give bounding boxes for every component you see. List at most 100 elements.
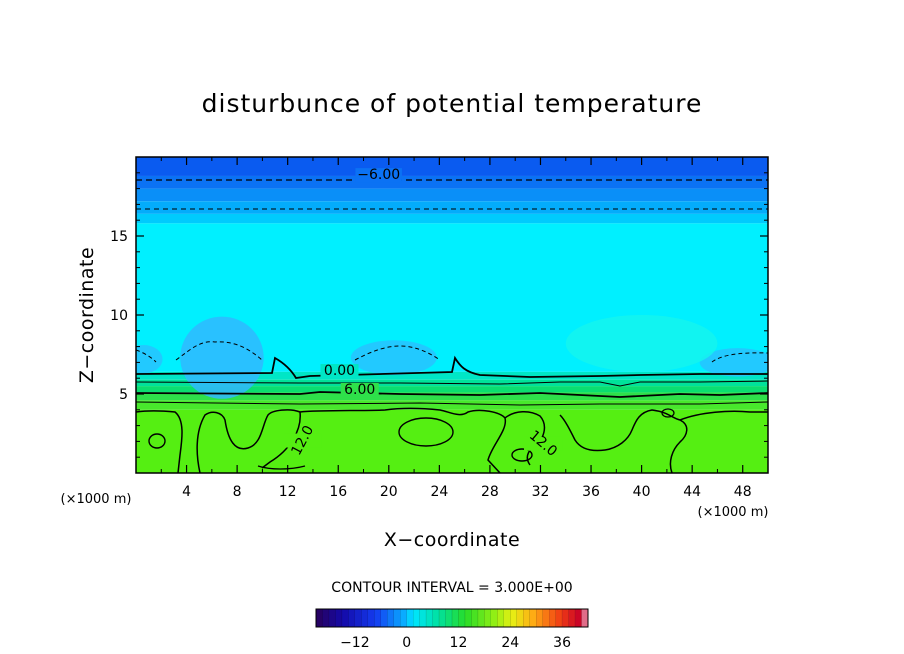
x-unit-right: (×1000 m) — [698, 505, 769, 520]
contour-loop-4 — [661, 408, 675, 418]
colorbar-cell — [497, 609, 505, 627]
colorbar-cell — [464, 609, 472, 627]
colorbar-cell — [393, 609, 401, 627]
x-tick-label-3: 16 — [329, 484, 347, 500]
contour-6 — [136, 391, 768, 398]
x-tick-label-10: 44 — [683, 484, 701, 500]
colorbar-cell — [419, 609, 427, 627]
y-axis-label: Z−coordinate — [76, 247, 98, 383]
colorbar-cell — [361, 609, 369, 627]
x-tick-label-4: 20 — [380, 484, 398, 500]
colorbar-frame — [315, 608, 589, 628]
field-highlight-1 — [350, 340, 437, 376]
colorbar-tick-label-0: −12 — [340, 635, 370, 651]
field-highlight-0 — [180, 316, 264, 399]
x-tick-label-2: 12 — [279, 484, 297, 500]
field-band-4 — [136, 213, 768, 224]
field-highlight-2 — [699, 348, 768, 377]
y-tick-label-1: 10 — [110, 308, 128, 324]
x-unit-left: (×1000 m) — [61, 492, 132, 507]
colorbar-cell — [568, 609, 576, 627]
colorbar-ticks: −12 0 12 24 36 — [340, 635, 571, 651]
colorbar-cell — [439, 609, 446, 627]
contour-label-bg-2 — [340, 383, 379, 397]
contour-9 — [136, 401, 768, 406]
contour-label-0: −6.00 — [357, 167, 400, 183]
x-axis-ticks: 4 8 12 16 20 24 28 32 36 40 44 48 — [160, 157, 752, 500]
colorbar-cell — [471, 609, 479, 627]
colorbar-cell — [354, 609, 362, 627]
colorbar-cell — [426, 609, 433, 627]
colorbar-cell — [542, 609, 550, 627]
colorbar-cell — [374, 609, 382, 627]
x-tick-label-6: 28 — [481, 484, 499, 500]
colorbar-cell — [529, 609, 537, 627]
contour-label-bg-1 — [320, 364, 359, 379]
colorbar-cell — [413, 609, 420, 627]
contour-zero — [136, 355, 768, 379]
colorbar-cell — [516, 609, 524, 627]
colorbar-cell — [490, 609, 498, 627]
field-highlight-3 — [136, 345, 163, 374]
contour-label-bg-0 — [355, 168, 402, 183]
colorbar-cell — [432, 609, 440, 627]
colorbar-cell — [477, 609, 485, 627]
colorbar-cell — [575, 609, 582, 627]
field-band-7 — [136, 379, 768, 387]
field-highlight-4 — [565, 315, 718, 372]
colorbar-tick-label-3: 24 — [501, 635, 519, 651]
y-axis-ticks: 5 10 15 — [110, 172, 768, 458]
colorbar — [316, 609, 589, 627]
colorbar-cell — [367, 609, 375, 627]
colorbar-cell — [458, 609, 466, 627]
colorbar-cell — [316, 609, 323, 627]
colorbar-cell — [581, 609, 589, 627]
colorbar-cell — [445, 609, 453, 627]
colorbar-cell — [562, 609, 569, 627]
contour-bump-3 — [711, 352, 768, 363]
x-tick-label-8: 36 — [582, 484, 600, 500]
chart-title: disturbunce of potential temperature — [202, 89, 703, 118]
contour-bump-4 — [136, 349, 157, 363]
colorbar-cell — [510, 609, 518, 627]
contour-interval-text: CONTOUR INTERVAL = 3.000E+00 — [331, 580, 572, 596]
colorbar-cell — [555, 609, 563, 627]
contour-label-1: 0.00 — [324, 363, 355, 379]
x-tick-label-5: 24 — [430, 484, 448, 500]
y-tick-label-2: 15 — [110, 229, 128, 245]
contour-loop-5 — [257, 465, 306, 470]
contour-bump-2 — [354, 345, 441, 361]
colorbar-cell — [549, 609, 556, 627]
field-band-0 — [136, 157, 768, 176]
field-band-6 — [136, 371, 768, 380]
colorbar-cell — [452, 609, 459, 627]
contour-12-main — [136, 407, 768, 473]
x-tick-label-7: 32 — [532, 484, 550, 500]
field-fill — [136, 157, 768, 473]
colorbar-cell — [400, 609, 407, 627]
colorbar-cell — [335, 609, 343, 627]
field-band-9 — [136, 392, 768, 401]
field-band-8 — [136, 386, 768, 393]
x-axis-label: X−coordinate — [384, 529, 520, 551]
contour-label-bg-3 — [283, 433, 322, 448]
colorbar-tick-label-4: 36 — [553, 635, 571, 651]
contour-loop-2 — [398, 417, 454, 447]
field-band-10 — [136, 400, 768, 410]
field-band-3 — [136, 201, 768, 214]
colorbar-cell — [328, 609, 336, 627]
contour-label-bg-4 — [524, 436, 563, 451]
contour-bump-1 — [175, 341, 263, 361]
contour-label-2: 6.00 — [344, 382, 375, 398]
contour-loop-1 — [148, 433, 166, 449]
x-tick-label-1: 8 — [233, 484, 242, 500]
colorbar-cell — [322, 609, 330, 627]
colorbar-cell — [341, 609, 349, 627]
field-band-1 — [136, 175, 768, 189]
colorbar-cell — [536, 609, 543, 627]
colorbar-cell — [523, 609, 531, 627]
colorbar-cell — [406, 609, 414, 627]
colorbar-tick-label-1: 0 — [402, 635, 411, 651]
